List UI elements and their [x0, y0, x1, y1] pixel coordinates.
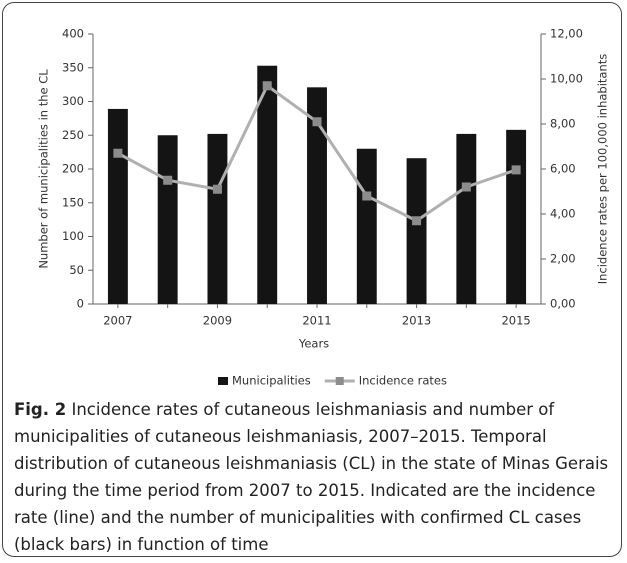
- line-marker: [113, 148, 123, 158]
- y2-tick-label: 0,00: [550, 297, 576, 311]
- line-marker: [461, 182, 471, 192]
- caption: Fig. 2 Incidence rates of cutaneous leis…: [14, 396, 614, 558]
- x-tick-label: 2009: [203, 314, 232, 328]
- bar: [107, 108, 128, 304]
- line-marker: [412, 216, 422, 226]
- legend-swatch: [218, 377, 228, 385]
- y-axis-label: Number of municipalities in the CL: [37, 69, 51, 269]
- bar: [506, 129, 527, 304]
- bar: [456, 133, 477, 304]
- y2-axis-label: Incidence rates per 100,000 inhabitants: [596, 54, 610, 285]
- line-marker: [362, 191, 372, 201]
- bar: [406, 158, 427, 304]
- line-marker: [262, 81, 272, 91]
- bar: [307, 87, 327, 304]
- y-tick-label: 200: [62, 162, 84, 176]
- legend-label: Incidence rates: [359, 374, 447, 388]
- x-tick-label: 2011: [302, 314, 331, 328]
- legend-label: Municipalities: [232, 374, 311, 388]
- x-tick-label: 2015: [501, 314, 530, 328]
- y-tick-label: 0: [77, 297, 84, 311]
- y-tick-label: 300: [62, 94, 84, 108]
- caption-text: Incidence rates of cutaneous leishmanias…: [14, 400, 609, 554]
- bar: [157, 135, 178, 304]
- bar: [207, 133, 228, 304]
- y2-tick-label: 2,00: [550, 252, 576, 266]
- y-tick-label: 150: [62, 195, 84, 209]
- chart: Years Number of municipalities in the CL…: [37, 27, 610, 388]
- x-tick-label: 2007: [103, 314, 132, 328]
- figure-frame: [2, 2, 622, 557]
- bar: [356, 148, 377, 304]
- bar: [257, 65, 278, 304]
- line-marker: [212, 184, 222, 194]
- y2-tick-label: 4,00: [550, 207, 576, 221]
- y2-tick-label: 6,00: [550, 162, 576, 176]
- y2-tick-label: 12,00: [550, 27, 583, 41]
- legend-swatch-marker: [335, 377, 344, 385]
- y-tick-label: 400: [62, 27, 84, 41]
- y-tick-label: 100: [62, 229, 84, 243]
- y-tick-label: 350: [62, 60, 84, 74]
- y2-tick-label: 8,00: [550, 117, 576, 131]
- x-axis-label: Years: [298, 337, 329, 351]
- y2-tick-label: 10,00: [550, 72, 583, 86]
- y-tick-label: 50: [69, 263, 84, 277]
- x-tick-label: 2013: [402, 314, 431, 328]
- caption-label: Fig. 2: [14, 400, 67, 419]
- line-marker: [312, 117, 322, 127]
- y-tick-label: 250: [62, 128, 84, 142]
- line-marker: [163, 175, 173, 185]
- line-marker: [511, 165, 521, 175]
